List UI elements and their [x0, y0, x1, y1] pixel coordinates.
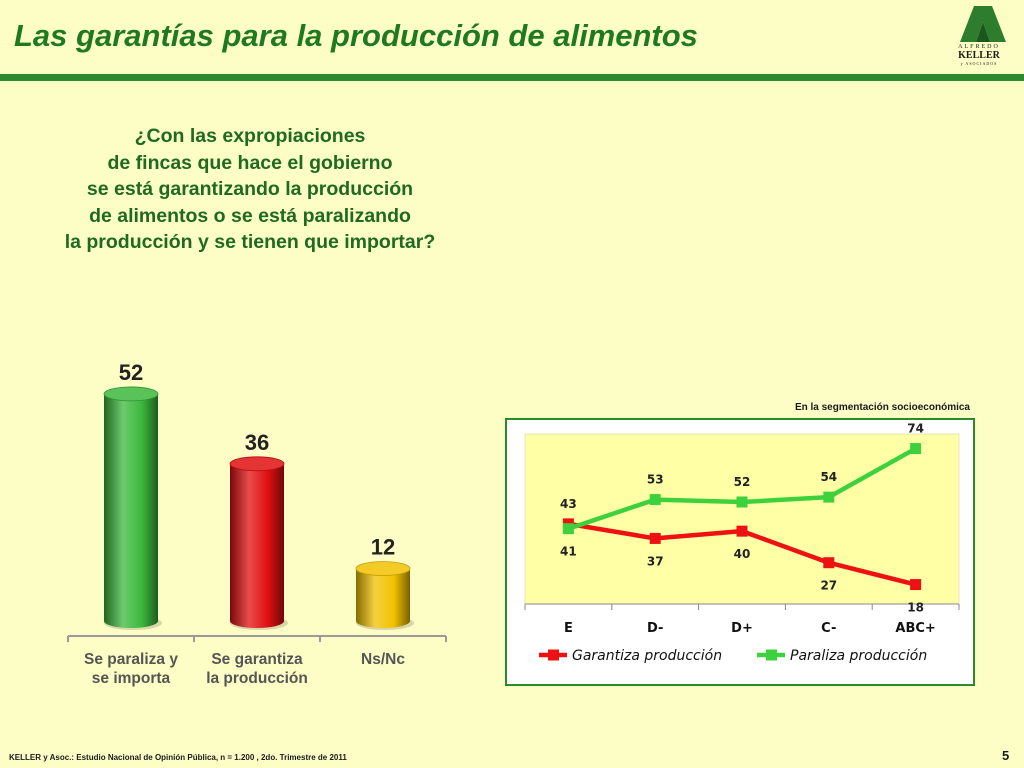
logo-mark-shade — [976, 22, 990, 42]
x-tick-label: D+ — [731, 621, 753, 636]
logo-line-3: y ASOCIADOS — [960, 61, 998, 66]
data-label: 53 — [647, 473, 664, 487]
data-point — [562, 523, 574, 535]
legend-label: Garantiza producción — [572, 648, 722, 664]
data-label: 54 — [820, 470, 837, 484]
line-chart: E D- D+ C- ABC+ 43 37 40 27 18 41 53 52 54 74 Garantiza… — [524, 422, 960, 664]
data-point — [736, 496, 748, 508]
bar-category-label: Se garantiza la producción — [206, 651, 308, 687]
line-chart-panel: E D- D+ C- ABC+ 43 37 40 27 18 41 53 52 54 74 Garantiza… — [505, 418, 975, 686]
bar-chart: 52 36 12 Se paraliza y se importa Se garantiz… — [67, 360, 447, 687]
data-point — [649, 494, 661, 506]
bar-value-label: 52 — [119, 360, 143, 385]
x-tick-label: ABC+ — [895, 621, 935, 636]
footer-source: KELLER y Asoc.: Estudio Nacional de Opin… — [9, 753, 347, 762]
data-label: 43 — [560, 497, 577, 511]
x-tick-label: D- — [647, 621, 663, 636]
category-label-line: Ns/Nc — [361, 651, 405, 668]
company-logo — [960, 6, 1006, 42]
category-label-line: la producción — [206, 670, 308, 687]
bar — [356, 568, 410, 628]
data-label: 18 — [907, 601, 924, 615]
data-point — [823, 557, 835, 569]
data-label: 52 — [734, 475, 751, 489]
x-tick-label: C- — [821, 621, 836, 636]
bar-cap — [229, 456, 285, 472]
data-point — [910, 579, 922, 591]
data-point — [736, 525, 748, 537]
page-number: 5 — [1002, 748, 1010, 763]
data-label: 40 — [734, 547, 751, 561]
legend-label: Paraliza producción — [790, 648, 927, 664]
logo-mark — [960, 6, 1006, 42]
data-label: 27 — [820, 579, 837, 593]
segment-note: En la segmentación socioeconómica — [794, 402, 970, 413]
category-label-line: Se garantiza — [211, 651, 303, 668]
survey-question: ¿Con las expropiaciones de fincas que ha… — [64, 125, 436, 253]
bar-cap — [103, 386, 159, 402]
bar — [104, 393, 158, 628]
logo-line-1: ALFREDO — [958, 44, 1000, 50]
data-point — [649, 532, 661, 544]
bar-category-label: Ns/Nc — [361, 651, 405, 668]
data-label: 41 — [560, 545, 577, 559]
logo-line-2: KELLER — [958, 50, 1000, 61]
data-point — [910, 443, 922, 455]
slide-title: Las garantías para la producción de alim… — [14, 18, 698, 53]
x-tick-label: E — [564, 621, 573, 636]
data-point — [823, 491, 835, 503]
bar-category-label: Se paraliza y se importa — [84, 651, 178, 687]
bar-cap — [355, 561, 411, 577]
data-label: 37 — [647, 554, 664, 568]
bar — [230, 463, 284, 628]
category-label-line: se importa — [92, 670, 171, 687]
bar-value-label: 36 — [245, 430, 269, 455]
title-divider — [0, 74, 1024, 81]
legend-marker — [548, 649, 559, 661]
category-label-line: Se paraliza y — [84, 651, 178, 668]
logo-text: ALFREDO KELLER y ASOCIADOS — [948, 44, 1010, 66]
legend-marker — [766, 649, 777, 661]
bar-value-label: 12 — [371, 535, 395, 560]
data-label: 74 — [907, 422, 924, 436]
